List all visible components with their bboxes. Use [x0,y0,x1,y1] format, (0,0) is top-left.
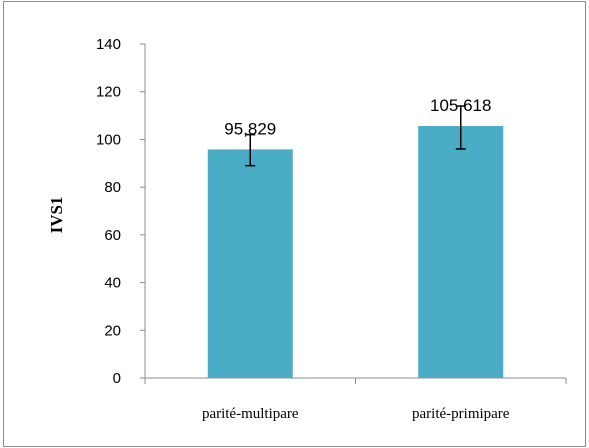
bar [207,149,293,378]
y-tick-label: 140 [96,36,121,53]
y-tick-label: 40 [104,275,121,292]
y-tick-label: 0 [113,370,121,387]
y-tick-label: 120 [96,84,121,101]
category-label: parité-primipare [412,406,510,422]
y-tick-label: 20 [104,322,121,339]
y-tick-label: 60 [104,227,121,244]
y-tick-label: 100 [96,131,121,148]
data-label: 95,829 [224,119,276,138]
data-label: 105,618 [430,96,491,115]
y-tick-label: 80 [104,179,121,196]
bar [418,126,504,378]
y-axis-label: IVS1 [47,197,66,234]
category-label: parité-multipare [202,406,299,422]
